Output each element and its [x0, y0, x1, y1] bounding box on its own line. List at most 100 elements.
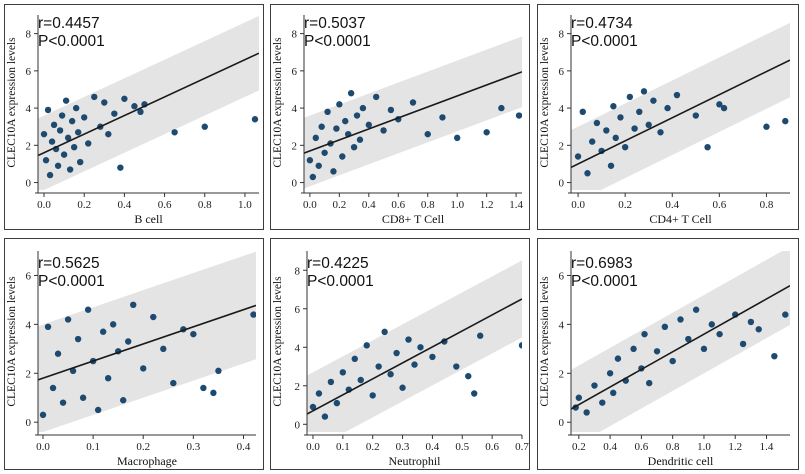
data-point: [700, 345, 708, 353]
x-axis-label: Dendritic cell: [648, 454, 714, 468]
data-point: [58, 112, 66, 119]
y-axis-label: CLEC10A expression levels: [272, 276, 284, 407]
data-point: [636, 108, 643, 116]
y-tick-label: 0: [295, 419, 301, 431]
data-point: [201, 123, 208, 130]
x-tick-label: 0.1: [86, 441, 100, 453]
scatter-plot: 0.0 0.2 0.4 0.6 0.8 1.0 1.2 1.4 0 2 4 6 8 CD8+ T Cell…: [272, 15, 523, 226]
x-tick-label: 0.2: [332, 199, 346, 211]
x-tick-label: 0.2: [77, 199, 91, 211]
data-point: [380, 127, 387, 134]
x-tick-label: 0.2: [618, 199, 632, 211]
x-axis-label: Macrophage: [117, 454, 177, 468]
data-point: [215, 367, 222, 375]
regression-line: [571, 285, 790, 410]
data-point: [575, 394, 583, 401]
data-point: [339, 369, 347, 376]
p-value-label: P<0.0001: [38, 273, 105, 290]
data-point: [56, 127, 64, 134]
data-point: [631, 125, 638, 132]
x-tick-label: 1.0: [238, 199, 252, 211]
data-point: [68, 117, 76, 125]
data-point: [393, 349, 400, 357]
data-point: [646, 379, 653, 387]
data-point: [40, 130, 48, 138]
data-point: [593, 119, 601, 127]
data-point: [306, 157, 314, 164]
regression-line: [304, 71, 522, 154]
data-point: [140, 365, 147, 372]
data-point: [42, 157, 50, 164]
data-point: [333, 125, 340, 132]
data-point: [677, 316, 684, 323]
data-point: [411, 361, 418, 368]
data-point: [515, 112, 522, 119]
x-tick-label: 1.2: [480, 199, 494, 211]
data-point: [350, 143, 358, 151]
x-tick-label: 0.4: [362, 199, 376, 211]
data-point: [641, 330, 648, 338]
y-tick-label: 4: [292, 103, 298, 115]
data-point: [771, 352, 778, 360]
data-point: [359, 104, 367, 112]
x-axis-label: B cell: [134, 212, 163, 226]
data-point: [321, 149, 328, 156]
p-value-label: P<0.0001: [38, 33, 105, 50]
data-point: [664, 104, 671, 112]
data-point: [76, 158, 84, 166]
scatter-panel-cd4-t-cell: 0.0 0.2 0.4 0.6 0.8 0 2 4 6 8 CD4+ T Cell CLEC10A e…: [537, 4, 799, 230]
data-point: [330, 168, 337, 175]
confidence-band: [571, 251, 790, 432]
data-point: [170, 379, 177, 387]
stats-annotation: r=0.6983 P<0.0001: [571, 255, 638, 291]
x-tick-label: 0.1: [336, 441, 350, 453]
y-tick-label: 4: [26, 319, 32, 331]
x-tick-label: 0.6: [712, 199, 726, 211]
data-point: [356, 136, 364, 143]
data-point: [84, 306, 92, 313]
data-point: [763, 123, 770, 130]
regression-line: [38, 52, 259, 157]
data-point: [111, 110, 118, 117]
data-point: [333, 399, 341, 407]
stats-annotation: r=0.4457 P<0.0001: [38, 15, 105, 51]
x-tick-label: 1.0: [450, 199, 464, 211]
data-point: [606, 370, 614, 377]
x-tick-label: 0.2: [136, 441, 150, 453]
y-axis-label: CLEC10A expression levels: [6, 276, 18, 407]
data-point: [81, 114, 88, 121]
data-point: [614, 355, 622, 362]
data-point: [708, 321, 715, 328]
data-point: [315, 162, 322, 169]
data-point: [579, 108, 586, 116]
scatter-plot: 0.0 0.1 0.2 0.3 0.4 0 2 4 6 Macrophage CLEC10A exp…: [6, 251, 256, 468]
stats-annotation: r=0.4225 P<0.0001: [307, 255, 374, 291]
x-tick-label: 0.8: [198, 199, 212, 211]
x-tick-label: 0.0: [306, 441, 320, 453]
data-point: [251, 116, 259, 123]
data-point: [91, 93, 98, 101]
data-point: [315, 390, 323, 397]
y-tick-label: 6: [559, 66, 565, 78]
data-point: [363, 342, 370, 349]
x-tick-label: 1.2: [728, 441, 742, 453]
data-point: [692, 306, 700, 313]
x-tick-label: 0.6: [485, 441, 499, 453]
data-point: [782, 311, 789, 318]
data-point: [99, 328, 107, 335]
x-tick-label: 1.0: [697, 441, 711, 453]
x-tick-label: 1.4: [509, 199, 523, 211]
scatter-plot: 0.0 0.2 0.4 0.6 0.8 0 2 4 6 8 CD4+ T Cell CLEC10A e…: [539, 15, 790, 226]
stats-annotation: r=0.4734 P<0.0001: [571, 15, 638, 51]
data-point: [357, 376, 364, 384]
y-tick-label: 2: [559, 368, 565, 380]
x-tick-label: 0.6: [158, 199, 172, 211]
x-tick-label: 1.4: [760, 441, 774, 453]
data-point: [44, 323, 52, 331]
data-point: [588, 138, 596, 145]
data-point: [353, 112, 361, 119]
data-point: [324, 108, 331, 116]
scatter-plot: 0.0 0.2 0.4 0.6 0.8 1.0 0 2 4 6 8 B cell CLEC10A exp…: [6, 15, 259, 226]
y-tick-label: 4: [559, 103, 565, 115]
y-axis-label: CLEC10A expression levels: [539, 276, 551, 407]
